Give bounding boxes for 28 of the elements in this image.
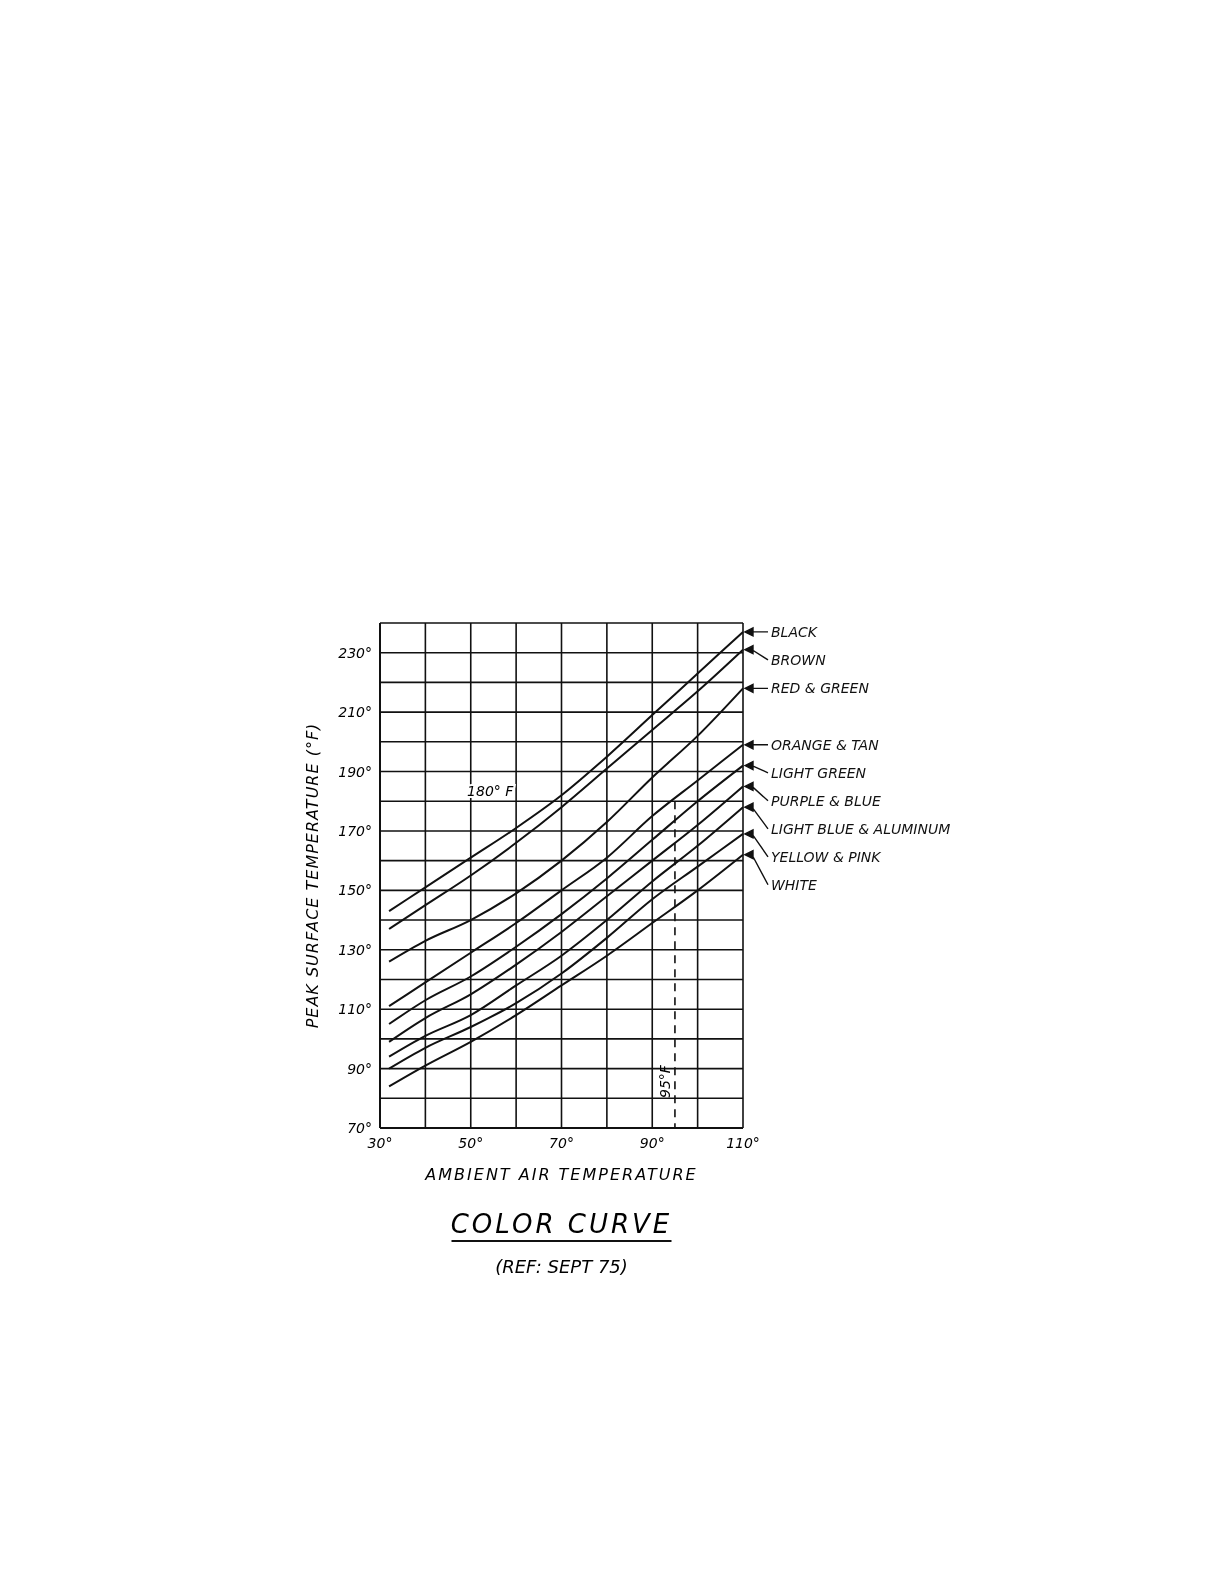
legend-label: LIGHT BLUE & ALUMINUM (771, 820, 951, 837)
y-axis-title: PEAK SURFACE TEMPERATURE (°F) (303, 722, 322, 1029)
legend-label: BLACK (771, 623, 819, 640)
x-tick-label: 110° (726, 1135, 760, 1151)
y-tick-label: 210° (338, 704, 372, 721)
legend-label: ORANGE & TAN (771, 736, 880, 753)
x-tick-label: 90° (639, 1135, 665, 1151)
ref-line-label: 95°F (656, 1064, 673, 1098)
y-tick-label: 90° (347, 1060, 372, 1077)
legend-label: BROWN (771, 651, 827, 668)
y-tick-label: 70° (347, 1120, 372, 1136)
x-tick-label: 70° (549, 1135, 574, 1151)
y-tick-label: 130° (338, 941, 372, 958)
y-tick-label: 110° (338, 1001, 372, 1018)
y-tick-label: 190° (338, 763, 372, 780)
y-tick-label: 230° (338, 644, 372, 661)
text: WHITE (771, 876, 818, 893)
text: (REF: SEPT 75) (495, 1256, 628, 1277)
x-axis-title: AMBIENT AIR TEMPERATURE (424, 1165, 698, 1184)
y-tick-label: 150° (338, 882, 372, 899)
x-tick-label: 30° (367, 1135, 393, 1151)
legend-label: PURPLE & BLUE (771, 792, 881, 809)
legend-label: YELLOW & PINK (771, 848, 883, 865)
text: COLOR CURVE (450, 1209, 673, 1239)
y-tick-label: 170° (338, 822, 372, 839)
legend-label: LIGHT GREEN (771, 764, 867, 781)
x-tick-label: 50° (458, 1135, 484, 1151)
legend-label: RED & GREEN (771, 680, 870, 697)
